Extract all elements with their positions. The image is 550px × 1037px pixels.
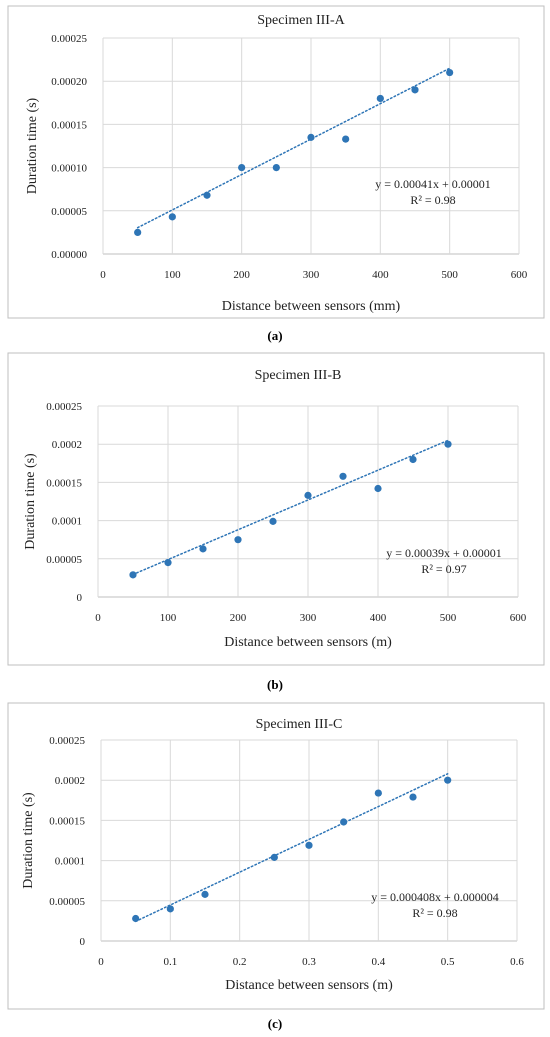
x-tick-label: 400 [372,269,389,281]
chart-frame [7,5,545,319]
y-tick-label: 0.00010 [51,163,87,175]
data-point [166,905,174,913]
y-tick-label: 0 [80,936,86,948]
x-tick-label: 500 [441,269,458,281]
data-point [444,776,452,784]
data-point [164,559,172,567]
y-tick-label: 0.00025 [46,401,82,413]
x-axis-label: Distance between sensors (mm) [222,299,401,314]
caption-a: (a) [267,328,283,343]
trendline [136,67,451,229]
x-axis-label: Distance between sensors (m) [225,978,393,993]
r-squared-label: R² = 0.98 [412,906,457,920]
trendline [134,773,449,923]
x-tick-label: 300 [303,269,320,281]
x-tick-label: 0.2 [233,956,247,968]
y-tick-label: 0.00015 [51,119,87,131]
data-point [376,94,384,103]
data-point [234,536,242,544]
data-point [199,545,207,553]
data-point [272,164,280,172]
trendline-equation: y = 0.00039x + 0.00001 [386,546,502,560]
x-tick-label: 0 [98,956,104,968]
x-tick-label: 0.5 [441,956,455,968]
data-point [304,491,312,499]
y-axis-label: Duration time (s) [23,453,38,550]
data-point [307,133,315,141]
y-tick-label: 0 [77,592,83,604]
data-point [238,164,246,172]
data-point [270,853,278,861]
data-point [132,914,140,923]
x-tick-label: 600 [511,269,528,281]
x-tick-label: 200 [233,269,250,281]
y-tick-label: 0.00020 [51,76,87,88]
x-tick-label: 0 [95,612,101,624]
y-tick-label: 0.00025 [49,735,85,747]
x-axis-label: Distance between sensors (m) [224,635,392,650]
chart-title: Specimen III-B [255,368,342,383]
x-tick-label: 0.3 [302,956,316,968]
data-point [374,484,382,493]
data-point [411,86,419,94]
y-axis-label: Duration time (s) [21,792,36,889]
x-tick-label: 0.1 [163,956,177,968]
chart-frame [7,352,545,666]
data-point [374,789,382,797]
data-point [409,793,417,801]
caption-c: (c) [267,1016,283,1031]
x-tick-label: 100 [160,612,177,624]
trendline-equation: y = 0.00041x + 0.00001 [375,177,491,191]
x-tick-label: 0.6 [510,956,524,968]
y-tick-label: 0.00005 [49,896,85,908]
x-tick-label: 100 [164,269,181,281]
y-tick-label: 0.00005 [46,554,82,566]
chart-c-svg: 0 0.00005 0.0001 0.00015 0.0002 0.00025 0 0.1 0.… [7,702,545,1010]
data-point [339,472,347,480]
chart-title: Specimen III-C [256,717,343,732]
y-tick-label: 0.00025 [51,33,87,45]
y-tick-label: 0.0002 [52,439,82,451]
data-point [340,818,348,826]
y-tick-label: 0.0002 [55,775,85,787]
chart-a-svg: 0.00000 0.00005 0.00010 0.00015 0.00020 0.000… [7,5,545,319]
data-point [129,571,137,579]
chart-panel-b: 0 0.00005 0.0001 0.00015 0.0002 0.00025 0 100 20… [0,349,550,667]
y-tick-label: 0.00015 [46,477,82,489]
x-tick-label: 400 [370,612,387,624]
data-point [444,440,452,448]
y-tick-label: 0.00000 [51,249,87,261]
x-tick-label: 0.4 [371,956,385,968]
data-point [168,213,176,221]
y-tick-label: 0.00005 [51,206,87,218]
x-tick-label: 600 [510,612,527,624]
trendline-equation: y = 0.000408x + 0.000004 [371,890,499,904]
chart-b-svg: 0 0.00005 0.0001 0.00015 0.0002 0.00025 0 100 20… [7,352,545,666]
y-tick-label: 0.0001 [55,856,85,868]
data-point [342,135,350,143]
data-point [409,455,417,464]
x-tick-label: 300 [300,612,317,624]
chart-panel-c: 0 0.00005 0.0001 0.00015 0.0002 0.00025 0 0.1 0.… [0,699,550,1013]
x-tick-label: 500 [440,612,457,624]
trendline [132,439,449,576]
chart-title: Specimen III-A [257,13,345,28]
y-axis-label: Duration time (s) [25,97,40,194]
chart-panel-a: 0.00000 0.00005 0.00010 0.00015 0.00020 0.000… [0,0,550,322]
data-point [446,68,454,77]
x-tick-label: 200 [230,612,247,624]
data-point [269,517,277,525]
x-tick-label: 0 [100,269,106,281]
y-tick-label: 0.0001 [52,516,82,528]
data-point [203,191,211,199]
y-tick-label: 0.00015 [49,815,85,827]
data-point [201,890,209,898]
r-squared-label: R² = 0.98 [410,193,455,207]
caption-b: (b) [267,677,283,692]
data-point [305,841,313,849]
data-point [134,228,142,236]
r-squared-label: R² = 0.97 [421,562,466,576]
